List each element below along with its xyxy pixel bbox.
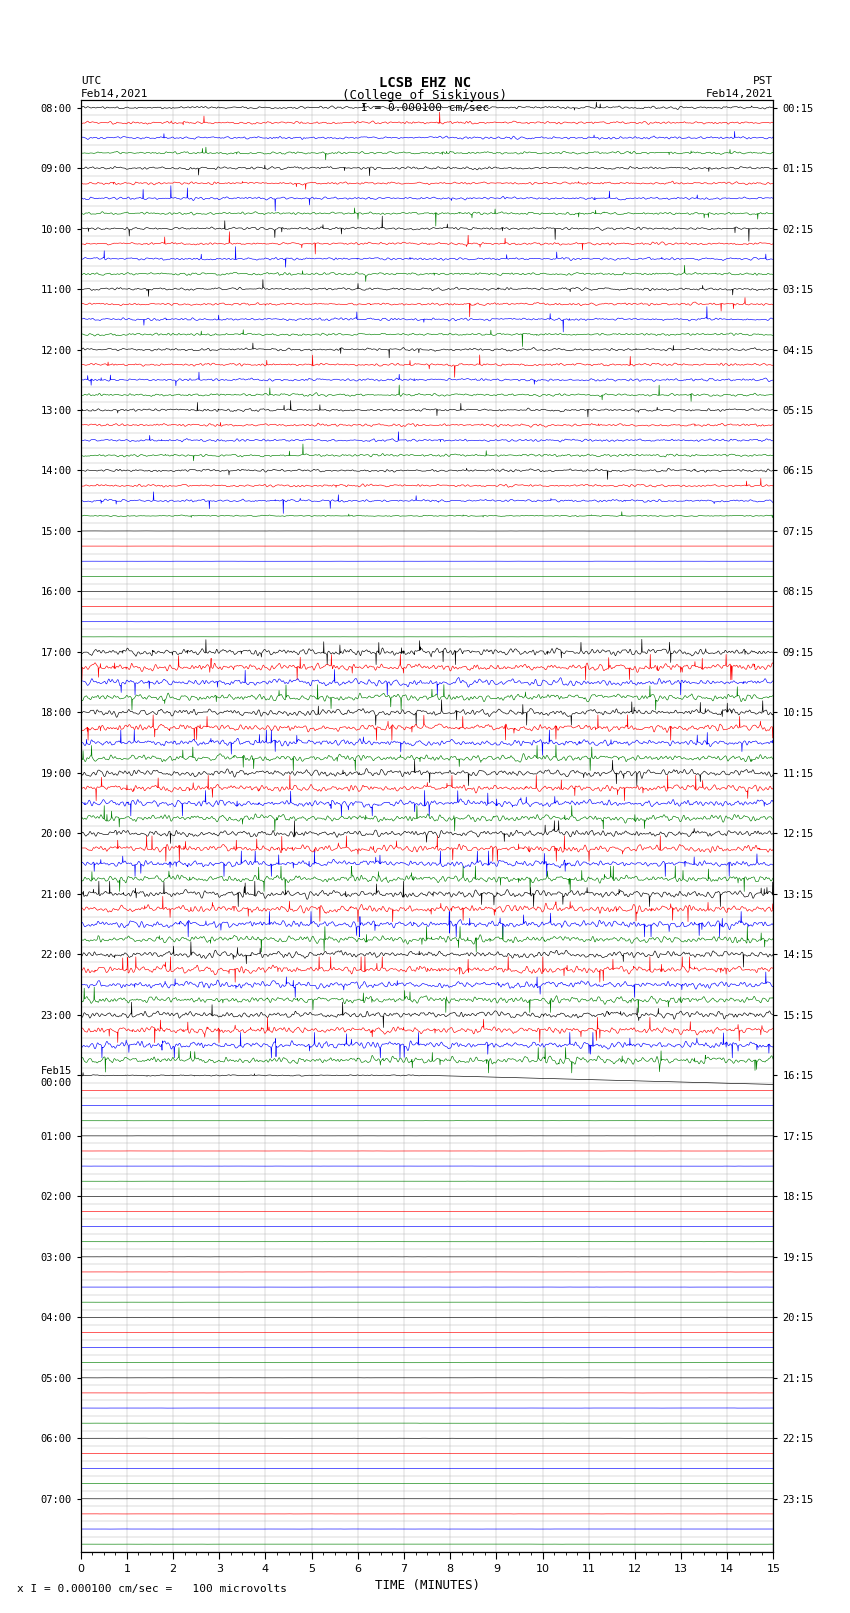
Text: LCSB EHZ NC: LCSB EHZ NC bbox=[379, 76, 471, 90]
Text: I = 0.000100 cm/sec: I = 0.000100 cm/sec bbox=[361, 103, 489, 113]
Text: (College of Siskiyous): (College of Siskiyous) bbox=[343, 89, 507, 102]
Text: Feb14,2021: Feb14,2021 bbox=[81, 89, 148, 98]
Text: PST: PST bbox=[753, 76, 774, 85]
Text: UTC: UTC bbox=[81, 76, 101, 85]
X-axis label: TIME (MINUTES): TIME (MINUTES) bbox=[375, 1579, 479, 1592]
Text: x I = 0.000100 cm/sec =   100 microvolts: x I = 0.000100 cm/sec = 100 microvolts bbox=[17, 1584, 287, 1594]
Text: Feb14,2021: Feb14,2021 bbox=[706, 89, 774, 98]
